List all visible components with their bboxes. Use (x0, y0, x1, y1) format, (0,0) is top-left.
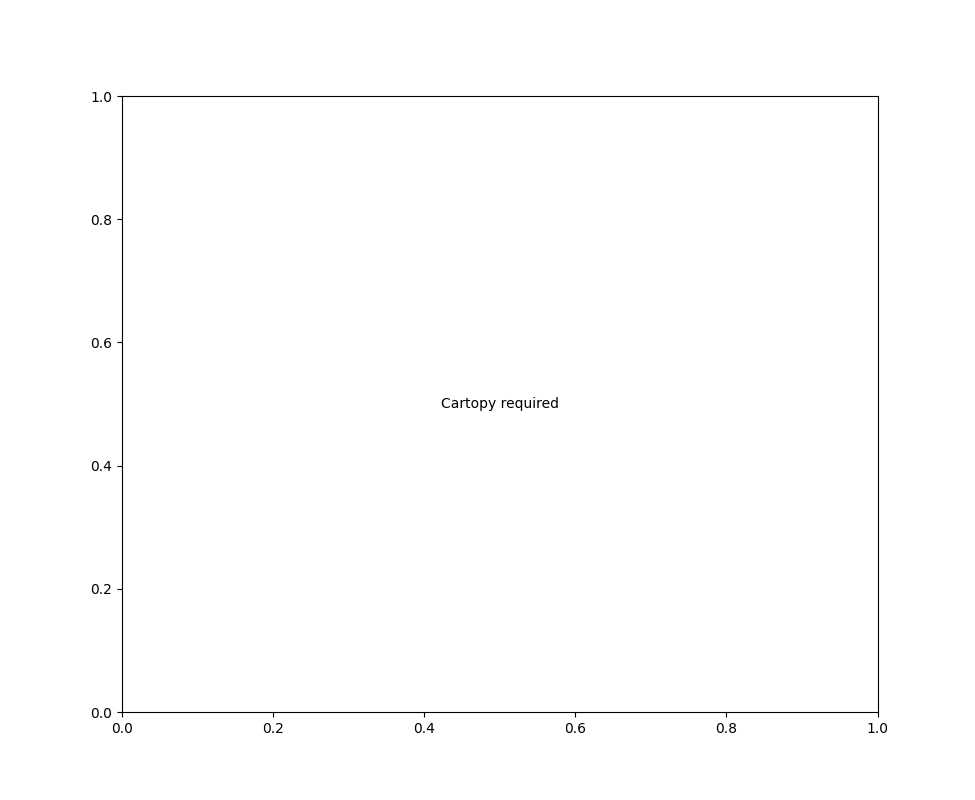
Text: Cartopy required: Cartopy required (441, 397, 559, 411)
